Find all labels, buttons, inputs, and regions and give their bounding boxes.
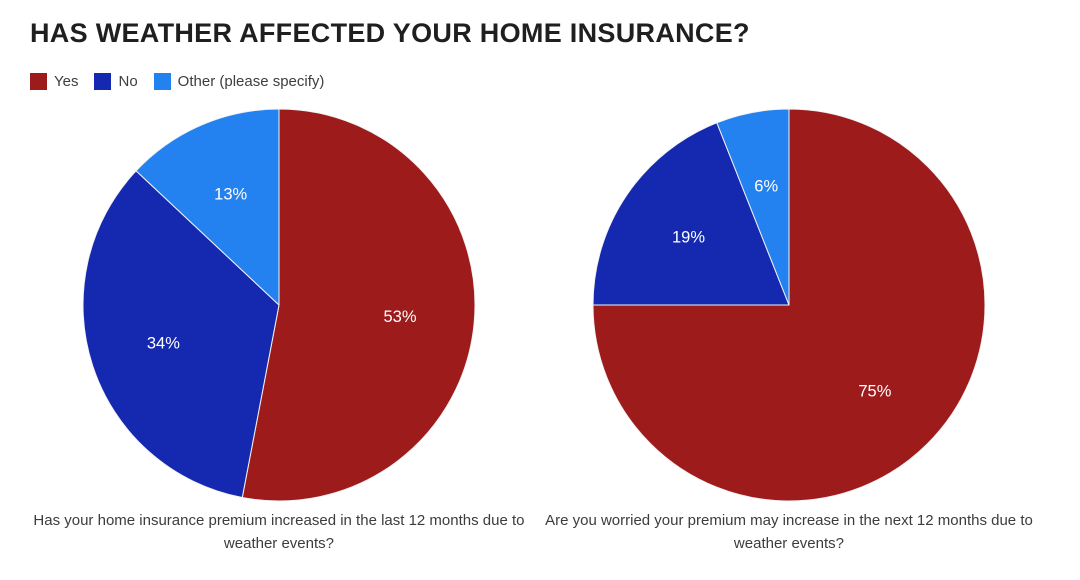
legend-label: Yes [54, 73, 79, 90]
legend-item-no: No [94, 73, 138, 90]
pie-slice-yes [241, 108, 476, 502]
pie-slice-no [592, 122, 790, 306]
chart-right: 75% 19% 6% Are you worried your premium ma… [528, 90, 1050, 555]
legend-item-yes: Yes [30, 73, 78, 90]
legend-swatch-yes [30, 73, 47, 90]
pie-value-label-yes: 53% [383, 308, 416, 326]
pie-chart-premium-increased: 53% 34% 13% [82, 108, 476, 502]
chart-left: 53% 34% 13% Has your home insurance premiu… [30, 90, 528, 555]
legend-swatch-other-please-specify [153, 73, 171, 90]
legend-item-other-please-specify: Other (please specify) [153, 73, 325, 90]
pie-value-label-no: 34% [147, 334, 180, 352]
charts-row: 53% 34% 13% Has your home insurance premiu… [30, 90, 1050, 555]
chart-title: HAS WEATHER AFFECTED YOUR HOME INSURANCE… [30, 18, 750, 48]
pie-slice-other-please-specify [716, 108, 790, 306]
legend-label: No [118, 73, 138, 90]
pie-value-label-yes: 75% [858, 383, 891, 401]
pie-value-label-other-please-specify: 6% [754, 177, 778, 195]
pie-slice-yes [592, 108, 986, 502]
pie-chart-premium-worry: 75% 19% 6% [592, 108, 986, 502]
legend: Yes No Other (please specify) [30, 73, 1050, 90]
pie-value-label-other-please-specify: 13% [214, 185, 247, 203]
chart-caption-left: Has your home insurance premium increase… [33, 512, 525, 552]
pie-slice-other-please-specify [135, 108, 280, 306]
infographic: HAS WEATHER AFFECTED YOUR HOME INSURANCE… [30, 18, 1050, 555]
chart-caption-right: Are you worried your premium may increas… [545, 512, 1033, 552]
legend-swatch-no [94, 73, 112, 90]
legend-label: Other (please specify) [177, 73, 325, 90]
pie-value-label-no: 19% [672, 228, 705, 246]
pie-slice-no [82, 170, 280, 499]
